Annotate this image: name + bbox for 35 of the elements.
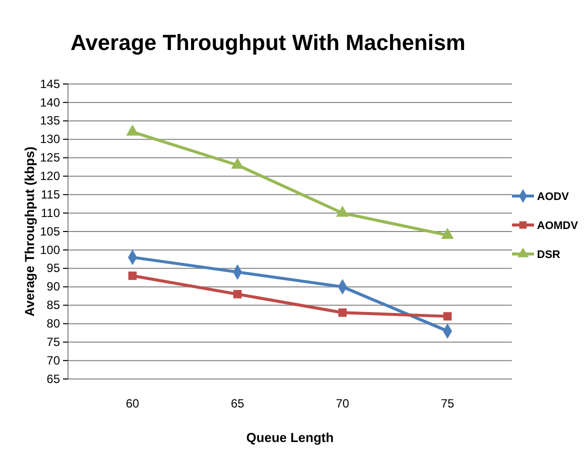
point [128, 272, 137, 280]
legend-label: DSR [537, 249, 560, 261]
y-tick-label: 95 [46, 261, 60, 276]
x-tick-label: 70 [336, 396, 350, 411]
y-tick-label: 130 [40, 132, 60, 146]
point [441, 228, 454, 239]
y-tick-label: 105 [40, 224, 60, 238]
point [231, 158, 244, 169]
y-tick-label: 125 [40, 150, 60, 165]
y-tick-label: 145 [40, 76, 60, 91]
y-tick-label: 135 [40, 114, 60, 128]
x-tick-label: 60 [126, 396, 140, 411]
legend-label: AODV [537, 191, 570, 203]
point [443, 312, 452, 320]
y-tick-label: 85 [46, 298, 60, 312]
point [336, 206, 349, 217]
y-tick-label: 115 [40, 187, 60, 202]
y-tick-label: 75 [46, 334, 60, 349]
y-tick-label: 80 [46, 316, 60, 331]
y-tick-label: 100 [40, 242, 60, 257]
y-tick-label: 110 [40, 206, 60, 220]
y-tick-label: 140 [40, 95, 60, 110]
point [233, 290, 242, 298]
y-tick-label: 70 [46, 353, 60, 368]
x-tick-label: 65 [230, 396, 244, 411]
x-axis-title: Queue Length [246, 430, 334, 445]
legend-label: AOMDV [537, 220, 579, 232]
point [338, 308, 347, 317]
chart-title: Average Throughput With Machenism [70, 30, 466, 55]
y-tick-label: 120 [40, 169, 60, 184]
point [126, 124, 139, 136]
y-tick-label: 65 [46, 372, 60, 386]
x-tick-label: 75 [440, 396, 454, 411]
y-axis-title: Average Throughput (kbps) [22, 146, 37, 316]
y-tick-label: 90 [46, 280, 60, 294]
